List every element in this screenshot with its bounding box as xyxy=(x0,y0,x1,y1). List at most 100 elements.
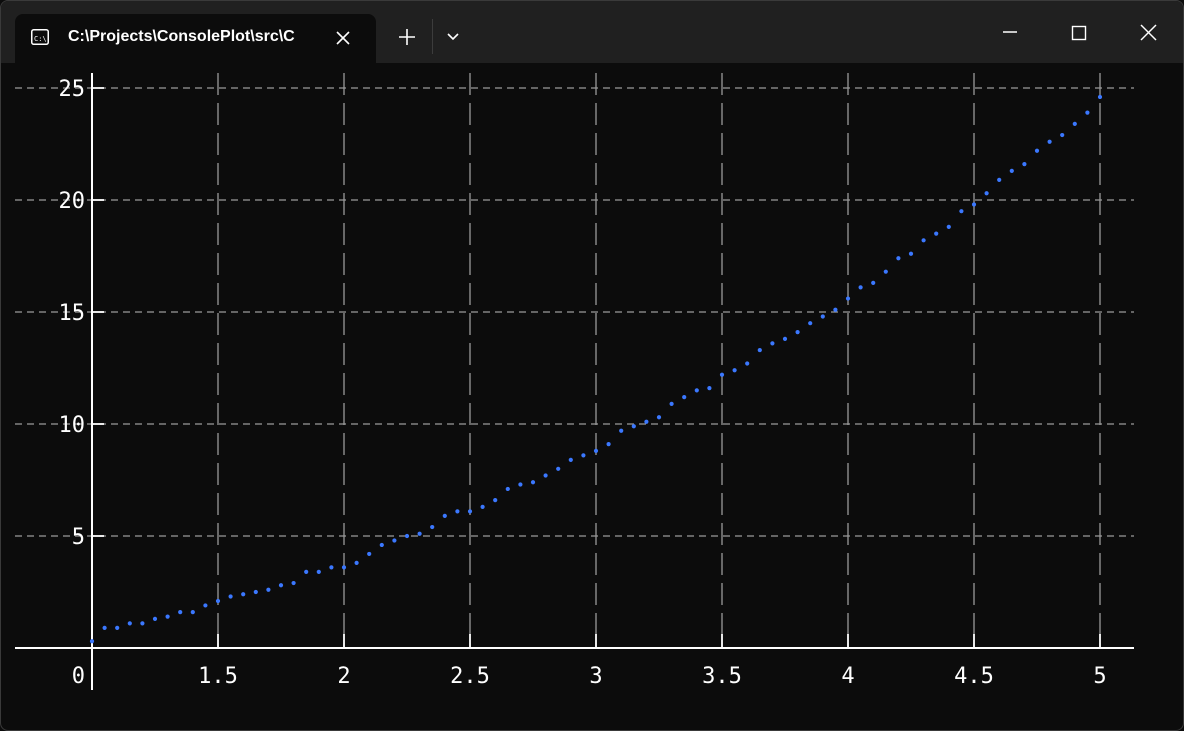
maximize-icon[interactable] xyxy=(1056,11,1102,55)
data-point xyxy=(329,565,334,570)
data-point xyxy=(203,603,208,608)
y-tick-label: 5 xyxy=(72,525,85,550)
data-point xyxy=(871,280,876,285)
data-point xyxy=(719,372,725,377)
data-point xyxy=(896,256,901,261)
data-point xyxy=(631,424,636,429)
plus-icon[interactable] xyxy=(395,25,419,49)
data-point xyxy=(127,621,132,626)
data-point xyxy=(556,466,561,471)
data-point xyxy=(480,504,485,509)
data-point xyxy=(707,386,712,391)
y-tick-label: 20 xyxy=(59,189,86,214)
data-point xyxy=(165,614,170,619)
data-point xyxy=(921,238,926,243)
data-point xyxy=(732,368,737,373)
y-tick-label: 15 xyxy=(59,301,86,326)
data-point xyxy=(1072,121,1077,126)
data-point xyxy=(417,531,422,536)
data-point xyxy=(1060,132,1065,138)
data-point xyxy=(656,415,662,420)
data-point xyxy=(971,202,977,207)
tab-title: C:\Projects\ConsolePlot\src\C xyxy=(68,28,295,45)
data-point xyxy=(266,587,271,592)
data-point xyxy=(908,251,914,256)
data-point xyxy=(757,347,762,353)
data-point xyxy=(379,542,384,548)
data-point xyxy=(152,616,158,621)
data-point xyxy=(694,388,699,393)
data-point xyxy=(858,285,863,290)
data-point xyxy=(782,336,788,341)
data-point xyxy=(115,625,120,630)
data-point xyxy=(593,448,599,453)
data-point xyxy=(241,592,246,597)
x-tick-label: 4.5 xyxy=(954,664,994,689)
x-tick-label: 5 xyxy=(1093,664,1106,689)
data-point xyxy=(934,231,939,236)
data-point xyxy=(341,565,347,570)
data-point xyxy=(253,589,258,595)
data-point xyxy=(568,457,573,462)
close-icon[interactable] xyxy=(333,28,353,48)
data-point xyxy=(455,509,460,514)
data-point xyxy=(140,621,145,626)
terminal-icon: C:\ xyxy=(31,29,49,45)
data-point xyxy=(820,314,825,319)
data-point xyxy=(442,513,447,518)
x-tick-label: 3 xyxy=(589,664,602,689)
data-point xyxy=(392,538,397,543)
data-point xyxy=(1047,139,1052,144)
tab-active[interactable]: C:\ C:\Projects\ConsolePlot\src\C xyxy=(15,14,376,63)
data-point xyxy=(467,509,473,514)
data-point xyxy=(543,473,548,478)
x-tick-label: 2 xyxy=(337,664,350,689)
chevron-down-icon[interactable] xyxy=(443,27,463,47)
data-point xyxy=(619,428,624,433)
data-point xyxy=(606,442,611,447)
x-tick-label: 2.5 xyxy=(450,664,490,689)
data-point xyxy=(404,533,410,539)
x-tick-label: 1.5 xyxy=(198,664,238,689)
data-point xyxy=(291,580,296,586)
title-bar[interactable]: C:\ C:\Projects\ConsolePlot\src\C xyxy=(1,1,1183,63)
data-point xyxy=(178,610,183,615)
data-point xyxy=(770,341,775,346)
y-tick-label: 25 xyxy=(59,77,86,102)
data-point xyxy=(833,307,838,312)
data-point xyxy=(795,330,800,335)
data-point xyxy=(493,498,498,503)
data-point xyxy=(959,209,964,214)
data-point xyxy=(278,583,284,588)
data-point xyxy=(316,569,321,574)
minimize-icon[interactable] xyxy=(987,11,1033,55)
data-point xyxy=(1034,148,1040,153)
data-point xyxy=(984,191,989,196)
x-tick-label: 4 xyxy=(841,664,854,689)
data-point xyxy=(745,361,750,366)
data-point xyxy=(304,569,309,574)
data-point xyxy=(1097,94,1103,100)
data-point xyxy=(883,269,888,274)
data-point xyxy=(505,486,510,492)
close-icon[interactable] xyxy=(1125,11,1171,55)
data-point xyxy=(997,177,1002,182)
svg-text:C:\: C:\ xyxy=(34,35,47,43)
y-tick-label: 10 xyxy=(59,413,86,438)
x-tick-label: 0 xyxy=(72,664,85,689)
tab-separator xyxy=(432,19,433,54)
data-point xyxy=(367,551,372,557)
console-plot: 5 10 15 20 25 0 1.5 2 2.5 3 3.5 4 4.5 5 xyxy=(15,73,1134,690)
data-point xyxy=(845,296,851,301)
data-point xyxy=(1009,168,1014,173)
x-tick-label: 3.5 xyxy=(702,664,742,689)
data-point xyxy=(946,224,951,229)
data-point xyxy=(215,598,221,604)
data-point xyxy=(682,395,687,400)
data-point xyxy=(581,453,586,458)
data-point xyxy=(530,480,536,485)
data-point xyxy=(1022,162,1027,167)
data-point xyxy=(228,594,233,599)
data-point xyxy=(1085,110,1090,115)
